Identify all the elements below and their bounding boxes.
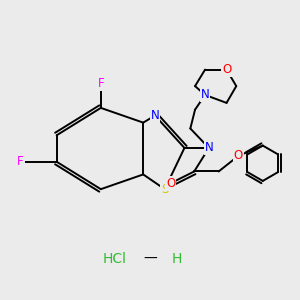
Text: —: — [143, 252, 157, 266]
Text: N: N [201, 88, 209, 101]
Text: F: F [17, 155, 24, 168]
Text: H: H [171, 252, 182, 266]
Text: HCl: HCl [103, 252, 127, 266]
Text: F: F [98, 77, 104, 90]
Text: N: N [151, 109, 159, 122]
Text: O: O [234, 149, 243, 162]
Text: N: N [205, 141, 213, 154]
Text: O: O [166, 177, 175, 190]
Text: O: O [222, 63, 231, 76]
Text: S: S [161, 183, 168, 196]
